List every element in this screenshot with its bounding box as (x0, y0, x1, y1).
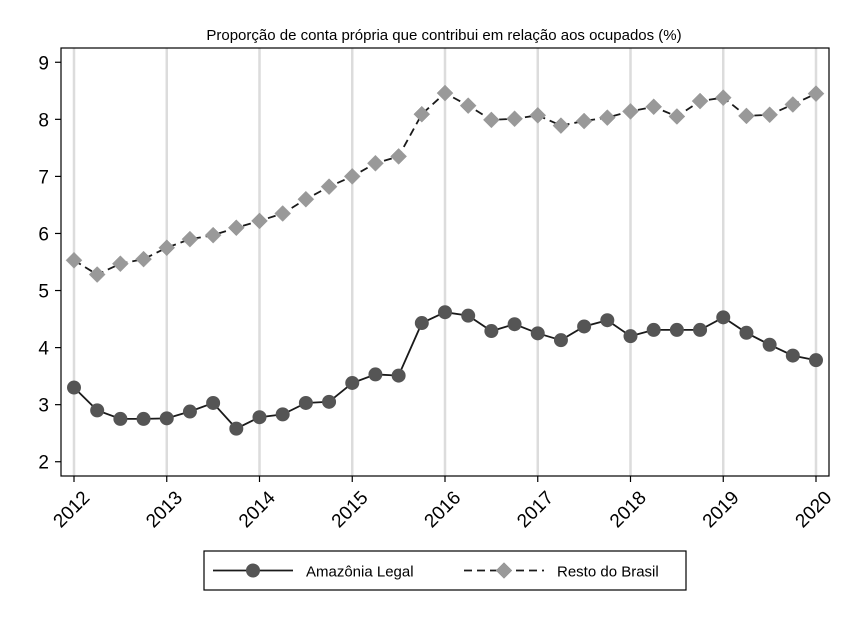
point-resto-do-brasil-1 (88, 266, 106, 283)
x-tick-label-2018: 2018 (606, 487, 651, 532)
point-resto-do-brasil-8 (251, 212, 268, 230)
point-amazonia-legal-14 (391, 368, 406, 383)
y-tick-label-8: 8 (38, 110, 49, 131)
point-resto-do-brasil-9 (274, 205, 292, 222)
point-amazonia-legal-9 (275, 407, 290, 422)
series-group (65, 84, 825, 436)
point-resto-do-brasil-20 (529, 106, 547, 124)
point-resto-do-brasil-21 (552, 117, 570, 134)
legend-label-resto-do-brasil: Resto do Brasil (557, 564, 659, 581)
point-resto-do-brasil-14 (390, 148, 407, 165)
point-resto-do-brasil-17 (459, 97, 477, 114)
point-amazonia-legal-24 (623, 329, 638, 344)
x-tick-label-2016: 2016 (421, 487, 466, 532)
point-resto-do-brasil-31 (784, 96, 802, 113)
point-amazonia-legal-23 (600, 313, 615, 328)
axes: 2 3 4 5 6 7 8 9 2012 2013 2014 2015 2016 2017 2018 2019… (38, 47, 837, 532)
point-resto-do-brasil-15 (413, 105, 431, 123)
point-resto-do-brasil-24 (622, 102, 639, 120)
point-amazonia-legal-1 (90, 403, 105, 418)
x-tick-label-2014: 2014 (235, 487, 280, 532)
legend-marker-resto-do-brasil (495, 562, 513, 579)
point-amazonia-legal-31 (785, 348, 800, 363)
point-amazonia-legal-27 (693, 322, 708, 337)
point-resto-do-brasil-26 (668, 108, 686, 125)
y-tick-label-6: 6 (38, 224, 49, 245)
point-resto-do-brasil-19 (506, 110, 523, 128)
y-tick-label-3: 3 (38, 396, 49, 417)
point-amazonia-legal-6 (206, 395, 221, 410)
point-amazonia-legal-30 (762, 337, 777, 352)
point-amazonia-legal-17 (461, 308, 476, 323)
point-amazonia-legal-29 (739, 325, 754, 340)
point-amazonia-legal-28 (716, 310, 731, 325)
x-tick-label-2012: 2012 (50, 487, 95, 532)
point-resto-do-brasil-30 (761, 106, 778, 124)
point-amazonia-legal-10 (298, 395, 313, 410)
point-amazonia-legal-3 (136, 411, 151, 426)
point-resto-do-brasil-3 (135, 250, 152, 268)
point-resto-do-brasil-6 (204, 226, 222, 244)
point-amazonia-legal-13 (368, 367, 383, 382)
point-amazonia-legal-11 (322, 394, 337, 409)
point-resto-do-brasil-2 (112, 255, 129, 273)
point-amazonia-legal-12 (345, 375, 360, 390)
point-amazonia-legal-26 (669, 322, 684, 337)
point-resto-do-brasil-5 (181, 230, 199, 248)
x-tick-label-2020: 2020 (792, 487, 837, 532)
point-resto-do-brasil-28 (714, 89, 732, 107)
y-tick-label-9: 9 (38, 53, 49, 74)
point-resto-do-brasil-29 (738, 107, 755, 125)
point-amazonia-legal-16 (438, 305, 452, 320)
y-tick-label-7: 7 (38, 167, 49, 188)
legend-marker-amazonia-legal (246, 563, 260, 578)
point-resto-do-brasil-32 (807, 85, 825, 103)
point-amazonia-legal-5 (182, 404, 197, 419)
point-amazonia-legal-0 (67, 380, 81, 395)
point-amazonia-legal-21 (553, 333, 568, 348)
point-resto-do-brasil-27 (691, 92, 709, 110)
point-resto-do-brasil-4 (158, 239, 176, 257)
point-resto-do-brasil-11 (320, 178, 338, 196)
series-resto-do-brasil (65, 84, 825, 283)
point-resto-do-brasil-7 (227, 219, 245, 237)
legend-label-amazonia-legal: Amazônia Legal (306, 564, 414, 581)
point-resto-do-brasil-13 (367, 154, 384, 172)
point-amazonia-legal-32 (809, 353, 823, 368)
point-resto-do-brasil-25 (645, 98, 663, 116)
point-resto-do-brasil-18 (483, 111, 500, 129)
point-amazonia-legal-20 (530, 326, 545, 341)
x-tick-label-2015: 2015 (328, 487, 373, 532)
point-resto-do-brasil-12 (343, 168, 361, 185)
y-tick-label-2: 2 (38, 453, 49, 474)
point-amazonia-legal-22 (577, 319, 592, 334)
point-amazonia-legal-2 (113, 411, 128, 426)
y-tick-label-4: 4 (38, 339, 49, 360)
point-amazonia-legal-15 (414, 316, 429, 331)
chart-title: Proporção de conta própria que contribui… (206, 27, 681, 44)
point-resto-do-brasil-16 (436, 84, 454, 102)
point-resto-do-brasil-10 (297, 190, 315, 208)
point-amazonia-legal-7 (229, 421, 244, 436)
x-tick-label-2019: 2019 (699, 487, 744, 532)
point-resto-do-brasil-0 (65, 251, 83, 269)
legend: Amazônia Legal Resto do Brasil (203, 550, 687, 591)
x-tick-label-2017: 2017 (513, 487, 558, 532)
point-resto-do-brasil-22 (575, 112, 593, 130)
point-amazonia-legal-18 (484, 324, 499, 339)
x-tick-label-2013: 2013 (142, 487, 187, 532)
point-amazonia-legal-8 (252, 410, 267, 425)
point-resto-do-brasil-23 (598, 109, 616, 126)
point-amazonia-legal-4 (159, 411, 174, 426)
point-amazonia-legal-19 (507, 317, 522, 332)
y-tick-label-5: 5 (38, 282, 49, 303)
series-amazonia-legal (67, 305, 823, 436)
point-amazonia-legal-25 (646, 322, 661, 337)
